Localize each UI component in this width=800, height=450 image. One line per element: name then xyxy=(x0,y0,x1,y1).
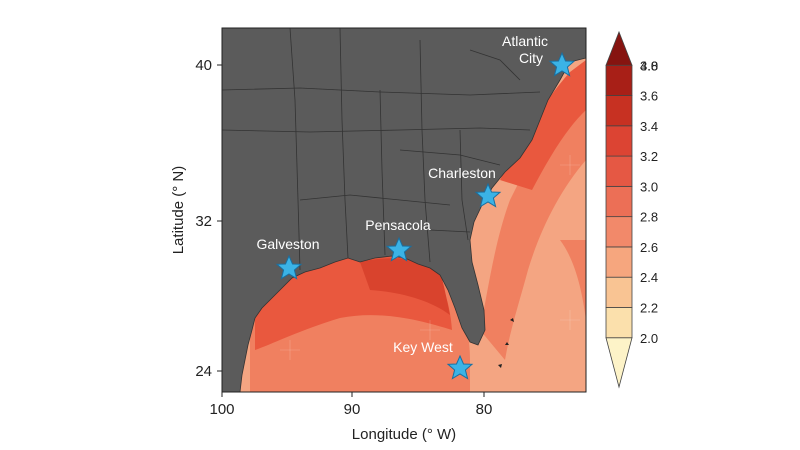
star-icon xyxy=(474,182,502,208)
colorbar-tick-label: 2.4 xyxy=(640,270,658,285)
star-icon xyxy=(548,51,576,77)
y-tick-label: 40 xyxy=(195,57,212,74)
colorbar-segment xyxy=(605,185,633,218)
city-label-pensacola: Pensacola xyxy=(365,217,431,233)
colorbar-tick-label: 2.6 xyxy=(640,240,658,255)
star-icon xyxy=(446,354,474,380)
colorbar-tick-label: 3.4 xyxy=(640,119,658,134)
colorbar-tick-label: 2.8 xyxy=(640,210,658,225)
y-axis: 40 32 24 Latitude (° N) xyxy=(170,57,222,380)
colorbar-segment xyxy=(605,155,633,187)
colorbar-segment xyxy=(605,246,633,278)
colorbar-segment xyxy=(605,64,633,96)
colorbar: 2.0 2.2 2.4 2.6 2.8 3.0 3.2 3.4 3.6 3.84.0 xyxy=(605,30,658,389)
colorbar-tick-label: 3.8 xyxy=(640,58,658,73)
x-tick-label: 80 xyxy=(476,401,493,418)
city-markers: Atlantic City Charleston Pensacola Galve… xyxy=(256,33,576,380)
colorbar-segment xyxy=(605,276,633,308)
star-icon xyxy=(275,254,303,280)
y-axis-title: Latitude (° N) xyxy=(170,166,187,255)
open-ocean-band xyxy=(560,240,586,320)
colorbar-tick-label: 2.0 xyxy=(640,331,658,346)
y-tick-label: 24 xyxy=(195,363,212,380)
colorbar-tick-label: 2.2 xyxy=(640,300,658,315)
colorbar-tick-label: 3.6 xyxy=(640,89,658,104)
grid-marks xyxy=(280,155,580,360)
colorbar-segment xyxy=(605,307,633,339)
star-icon xyxy=(385,236,413,262)
city-label-atlantic-city: Atlantic xyxy=(502,33,548,49)
x-tick-label: 90 xyxy=(344,401,361,418)
colorbar-tick-label: 4.0 xyxy=(640,58,658,73)
city-label-charleston: Charleston xyxy=(428,165,496,181)
land-mass xyxy=(222,28,586,392)
map-plot-area xyxy=(222,28,586,392)
city-label-atlantic-city-line2: City xyxy=(519,50,543,66)
colorbar-segment xyxy=(605,95,633,127)
gulf-northeast-band xyxy=(360,258,450,315)
colorbar-segment xyxy=(605,30,633,66)
colorbar-segment xyxy=(605,125,633,157)
city-label-key-west: Key West xyxy=(393,339,453,355)
colorbar-segment xyxy=(605,216,633,248)
colorbar-tick-label: 3.0 xyxy=(640,179,658,194)
x-tick-label: 100 xyxy=(209,401,234,418)
x-axis-title: Longitude (° W) xyxy=(352,426,456,443)
colorbar-tick-label: 3.2 xyxy=(640,149,658,164)
atlantic-northern-band xyxy=(500,60,586,190)
y-tick-label: 32 xyxy=(195,213,212,230)
plot-frame xyxy=(221,27,587,393)
state-borders xyxy=(222,28,541,271)
city-label-galveston: Galveston xyxy=(256,236,319,252)
colorbar-segment xyxy=(605,337,633,389)
x-axis: 100 90 80 Longitude (° W) xyxy=(209,392,492,443)
